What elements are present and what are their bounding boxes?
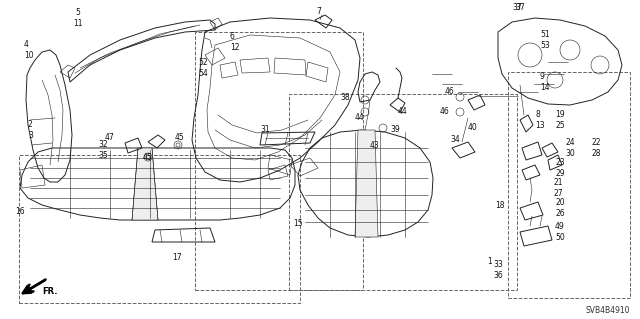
Bar — [195, 32, 363, 290]
Text: 5
11: 5 11 — [73, 8, 83, 28]
Text: 1: 1 — [487, 257, 492, 266]
Text: 46: 46 — [440, 108, 450, 116]
Text: 24
30: 24 30 — [565, 138, 575, 158]
Text: 17: 17 — [172, 254, 182, 263]
Text: 34: 34 — [450, 136, 460, 145]
Text: 4
10: 4 10 — [24, 40, 34, 60]
Text: 38: 38 — [340, 93, 349, 102]
Text: 51
53: 51 53 — [540, 30, 550, 50]
Text: 20
26: 20 26 — [555, 198, 564, 218]
Text: 2
3: 2 3 — [28, 120, 33, 140]
Text: 9
14: 9 14 — [540, 72, 550, 92]
Text: SVB4B4910: SVB4B4910 — [586, 306, 630, 315]
Text: 18: 18 — [495, 201, 504, 210]
Text: 45: 45 — [143, 153, 153, 162]
Text: 43: 43 — [370, 140, 380, 150]
Bar — [19, 155, 300, 303]
Text: 32
35: 32 35 — [98, 140, 108, 160]
Text: 40: 40 — [468, 123, 477, 132]
Text: 45: 45 — [175, 133, 185, 143]
Text: 44: 44 — [355, 114, 365, 122]
Text: 39: 39 — [390, 125, 400, 135]
Text: FR.: FR. — [42, 286, 58, 295]
Text: 37: 37 — [512, 4, 522, 12]
Bar — [289, 94, 517, 290]
Text: 22
28: 22 28 — [592, 138, 602, 158]
Text: 15: 15 — [293, 219, 303, 228]
Text: 31: 31 — [260, 125, 269, 135]
Text: 49
50: 49 50 — [555, 222, 564, 242]
Text: 21
27: 21 27 — [553, 178, 563, 198]
Text: 8
13: 8 13 — [535, 110, 545, 130]
Text: 23
29: 23 29 — [555, 158, 564, 178]
Bar — [508, 72, 630, 298]
Text: 44: 44 — [398, 108, 408, 116]
Text: 33
36: 33 36 — [493, 260, 503, 280]
Text: 47: 47 — [105, 133, 115, 143]
Text: 16: 16 — [15, 207, 24, 217]
Text: 46: 46 — [445, 87, 455, 97]
Text: 52
54: 52 54 — [198, 58, 208, 78]
Text: 7: 7 — [316, 8, 321, 17]
Text: 6
12: 6 12 — [230, 32, 239, 52]
Polygon shape — [132, 148, 158, 220]
Text: 37: 37 — [515, 4, 525, 12]
Polygon shape — [355, 130, 378, 237]
Text: 19
25: 19 25 — [555, 110, 564, 130]
